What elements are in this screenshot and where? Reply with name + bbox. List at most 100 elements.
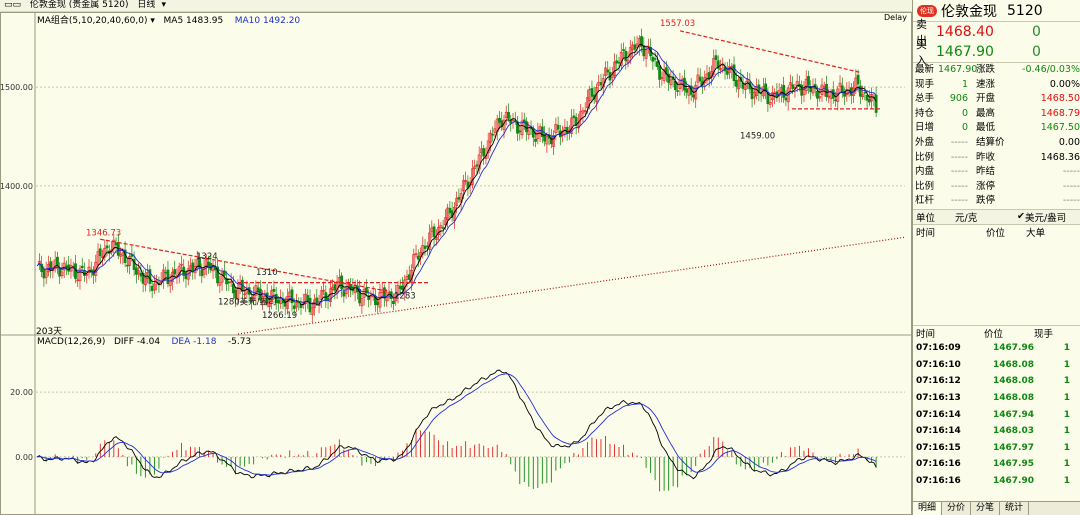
tick-price: 1468.08: [993, 376, 1034, 387]
candle: [685, 88, 689, 93]
candle: [725, 70, 729, 75]
candle: [443, 217, 447, 226]
sell-row[interactable]: 卖出 1468.40 0: [913, 18, 1080, 47]
candle: [556, 125, 560, 130]
tick-row[interactable]: 07:16:12 1468.08 1: [913, 373, 1080, 390]
candle: [461, 180, 465, 192]
tick-row[interactable]: 07:16:13 1468.08 1: [913, 390, 1080, 407]
stat-label: 比例: [915, 151, 935, 163]
tick-row[interactable]: 07:16:15 1467.97 1: [913, 440, 1080, 457]
stat-value: 906: [949, 93, 968, 105]
candle: [858, 85, 862, 97]
candle: [471, 168, 474, 185]
stats-grid: 最新 1467.90 涨跌 -0.46/0.03% 现手 1 速涨 0.00% 总手 906 开盘 1…: [913, 63, 1080, 209]
candle: [667, 73, 671, 83]
stat-value: -----: [950, 166, 968, 178]
candle: [292, 305, 296, 310]
candle: [85, 273, 89, 276]
stat-label: 最低: [976, 122, 996, 134]
candle: [401, 285, 404, 290]
stat-value: -----: [950, 151, 968, 163]
tick-row[interactable]: 07:16:16 1467.90 1: [913, 473, 1080, 490]
tab-0[interactable]: 明细: [913, 502, 943, 515]
ma-combo-label[interactable]: MA组合(5,10,20,40,60,0): [37, 16, 148, 26]
stat-label: 涨跌: [976, 64, 996, 75]
tab-2[interactable]: 分笔: [971, 502, 1001, 515]
sell-label: 卖出: [916, 18, 927, 47]
chevron-down-icon[interactable]: ▾: [150, 16, 155, 26]
stat-label: 速涨: [976, 78, 996, 90]
stat-value: 1468.50: [1040, 93, 1080, 105]
candle: [856, 74, 860, 85]
chart-area[interactable]: 1500.00 1400.00 20.00 0.00 1557.03 1459.00 134…: [0, 12, 912, 515]
grid-icon[interactable]: ▭▭: [4, 0, 22, 10]
candle: [423, 245, 427, 249]
candlestick-chart[interactable]: 1500.00 1400.00 20.00 0.00 1557.03 1459.00 134…: [0, 12, 912, 515]
stat-gap: [968, 63, 976, 78]
candle: [96, 251, 100, 265]
candle: [236, 287, 240, 300]
candle: [398, 286, 402, 289]
candle: [628, 47, 632, 58]
tab-3[interactable]: 统计: [1000, 502, 1030, 515]
candle: [624, 50, 628, 62]
candle: [816, 90, 819, 99]
candle: [836, 88, 840, 102]
candle: [692, 94, 695, 98]
buy-row[interactable]: 买入 1467.90 0: [913, 38, 1080, 67]
tick-row[interactable]: 07:16:10 1468.08 1: [913, 357, 1080, 374]
price-annotation: 1280美元/盎司: [218, 296, 277, 307]
stat-value: 1: [961, 78, 968, 90]
tab-1[interactable]: 分价: [942, 502, 972, 515]
candle: [626, 59, 630, 63]
candle: [261, 295, 265, 303]
candle: [65, 265, 68, 268]
candle: [78, 268, 82, 282]
diff-value: DIFF -4.04: [113, 337, 161, 347]
candle: [534, 138, 537, 142]
candle: [139, 272, 143, 277]
bid-ask: 卖出 1468.40 0 买入 1467.90 0: [913, 18, 1080, 67]
candle: [520, 120, 524, 136]
candle: [791, 84, 795, 90]
candle: [310, 307, 314, 315]
candle: [437, 226, 440, 236]
price-annotation: 1266.19: [262, 311, 297, 321]
stat-label: 杠杆: [915, 195, 935, 207]
quote-panel: 伦现 伦敦金现 5120 卖出 1468.40 0 买入 1467.90 0 最…: [912, 0, 1080, 515]
stat-value: 1467.50: [1040, 122, 1080, 134]
candle: [367, 295, 371, 300]
candle: [164, 271, 168, 274]
candle: [412, 254, 416, 269]
price-annotation: 1346.73: [86, 228, 121, 238]
tick-row[interactable]: 07:16:16 1467.95 1: [913, 456, 1080, 473]
candle: [570, 117, 574, 134]
candle: [669, 79, 673, 86]
stat-gap: [968, 121, 976, 136]
chevron-down-icon[interactable]: ▾: [161, 0, 166, 10]
price-annotation: 1310: [256, 268, 278, 278]
stat-label: 昨结: [976, 166, 996, 178]
candle: [290, 289, 294, 304]
period-selector[interactable]: 日线: [137, 0, 156, 10]
tick-price: 1467.97: [993, 442, 1034, 453]
market-badge: 伦现: [917, 4, 937, 17]
stat-gap: [968, 78, 976, 93]
stat-value: -0.46/0.03%: [1022, 64, 1080, 75]
candle: [518, 130, 522, 133]
unit-option-gram[interactable]: 元/克: [955, 212, 978, 224]
stat-gap: [968, 194, 976, 209]
unit-option-ounce[interactable]: 美元/盎司: [1024, 212, 1067, 224]
tick-list[interactable]: 07:16:09 1467.96 1 07:16:10 1468.08 1 07:16:12…: [913, 340, 1080, 489]
tick-time: 07:16:10: [916, 359, 961, 370]
candle: [782, 84, 786, 98]
tick-row[interactable]: 07:16:14 1467.94 1: [913, 406, 1080, 423]
candle: [595, 87, 598, 103]
buy-volume: 0: [1032, 44, 1041, 60]
tick-row[interactable]: 07:16:09 1467.96 1: [913, 340, 1080, 357]
candle: [617, 61, 621, 64]
macd-label[interactable]: MACD(12,26,9): [37, 337, 106, 347]
candle: [653, 58, 657, 60]
tick-row[interactable]: 07:16:14 1468.03 1: [913, 423, 1080, 440]
stat-gap: [968, 165, 976, 180]
